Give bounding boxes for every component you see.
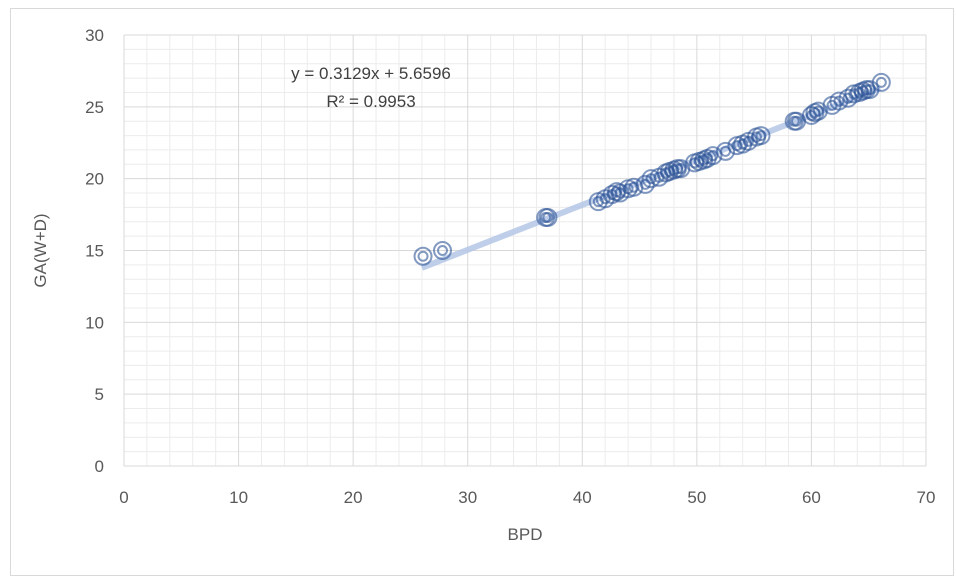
y-tick-label: 0 <box>95 457 104 476</box>
trendline-r-squared: R² = 0.9953 <box>326 92 415 111</box>
y-tick-labels: 0 5 10 15 20 25 30 <box>85 26 104 476</box>
data-point-inner-ring <box>812 105 824 117</box>
data-point-outer-ring <box>433 241 453 260</box>
chart-frame <box>10 8 954 576</box>
data-point <box>871 72 891 92</box>
x-tick-label: 10 <box>229 488 248 507</box>
y-tick-label: 5 <box>95 385 104 404</box>
x-tick-labels: 0 10 20 30 40 50 60 70 <box>119 488 935 507</box>
data-point <box>433 241 453 260</box>
data-point-outer-ring <box>538 207 558 227</box>
y-tick-label: 30 <box>85 26 104 45</box>
grid-major <box>123 34 927 467</box>
x-tick-label: 20 <box>344 488 363 507</box>
data-point-inner-ring <box>417 250 429 262</box>
x-tick-label: 60 <box>802 488 821 507</box>
y-axis-title: GA(W+D) <box>31 213 50 287</box>
x-tick-label: 40 <box>573 488 592 507</box>
y-tick-label: 15 <box>85 242 104 261</box>
x-tick-label: 0 <box>119 488 128 507</box>
data-point-inner-ring <box>875 76 887 88</box>
data-point-inner-ring <box>675 163 687 175</box>
x-axis-title: BPD <box>508 525 543 544</box>
data-point <box>751 126 771 146</box>
data-points <box>413 72 891 266</box>
data-point-inner-ring <box>542 211 554 223</box>
data-point-outer-ring <box>751 126 771 146</box>
data-point-outer-ring <box>716 141 735 161</box>
data-point-inner-ring <box>864 84 876 96</box>
y-tick-label: 20 <box>85 170 104 189</box>
x-tick-label: 70 <box>917 488 936 507</box>
y-tick-label: 25 <box>85 98 104 117</box>
data-point-outer-ring <box>413 246 433 266</box>
data-point-inner-ring <box>755 130 767 142</box>
data-point-outer-ring <box>829 91 849 111</box>
data-point-inner-ring <box>791 115 803 127</box>
data-point <box>538 207 558 227</box>
y-tick-label: 10 <box>85 313 104 332</box>
x-tick-label: 30 <box>458 488 477 507</box>
data-point <box>413 246 433 266</box>
data-point-inner-ring <box>639 178 651 190</box>
x-tick-label: 50 <box>687 488 706 507</box>
data-point-outer-ring <box>871 72 891 92</box>
data-point-inner-ring <box>437 245 449 256</box>
trendline-equation: y = 0.3129x + 5.6596 <box>291 64 451 83</box>
data-point-outer-ring <box>703 146 723 166</box>
